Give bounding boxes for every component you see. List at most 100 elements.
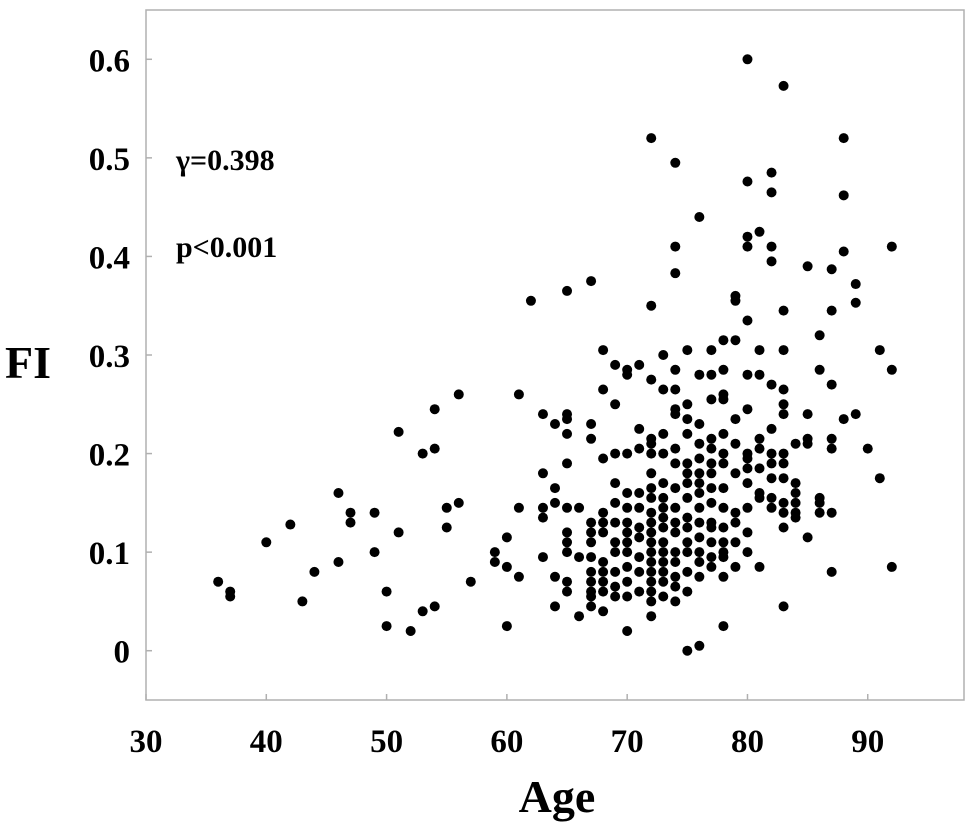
scatter-point bbox=[670, 364, 681, 375]
scatter-point bbox=[646, 547, 657, 558]
scatter-point bbox=[658, 428, 669, 439]
y-tick-label: 0.1 bbox=[89, 536, 130, 572]
scatter-point bbox=[670, 268, 681, 279]
scatter-point bbox=[706, 483, 717, 494]
scatter-point bbox=[778, 399, 789, 410]
scatter-point bbox=[706, 497, 717, 508]
scatter-point bbox=[646, 537, 657, 548]
scatter-point bbox=[682, 547, 693, 558]
scatter-point bbox=[598, 453, 609, 464]
scatter-point bbox=[513, 389, 524, 400]
scatter-point bbox=[622, 626, 633, 636]
scatter-point bbox=[670, 596, 681, 607]
scatter-point bbox=[682, 566, 693, 577]
scatter-point bbox=[838, 414, 849, 425]
scatter-point bbox=[453, 497, 464, 508]
scatter-point bbox=[802, 409, 813, 420]
scatter-point bbox=[718, 483, 729, 494]
scatter-point bbox=[513, 571, 524, 582]
scatter-point bbox=[598, 507, 609, 518]
scatter-point bbox=[670, 241, 681, 252]
p-value-annotation: p<0.001 bbox=[176, 231, 277, 264]
scatter-point bbox=[441, 502, 452, 513]
scatter-point bbox=[634, 522, 645, 533]
scatter-point bbox=[766, 423, 777, 434]
scatter-point bbox=[610, 448, 621, 459]
scatter-point bbox=[333, 488, 344, 498]
scatter-point bbox=[537, 552, 548, 563]
scatter-point bbox=[297, 596, 308, 607]
scatter-point bbox=[646, 576, 657, 587]
scatter-point bbox=[874, 473, 885, 484]
scatter-point bbox=[682, 428, 693, 439]
scatter-point bbox=[670, 443, 681, 454]
scatter-point bbox=[646, 566, 657, 577]
scatter-point bbox=[586, 527, 597, 538]
scatter-point bbox=[598, 557, 609, 567]
scatter-point bbox=[429, 443, 440, 454]
scatter-point bbox=[261, 537, 272, 548]
scatter-point bbox=[441, 522, 452, 533]
y-axis-ticks: 0 0.1 0.2 0.3 0.4 0.5 0.6 bbox=[89, 43, 152, 671]
y-tick-label: 0.6 bbox=[89, 43, 130, 79]
scatter-point bbox=[634, 359, 645, 370]
scatter-point bbox=[682, 478, 693, 489]
scatter-point bbox=[658, 547, 669, 558]
scatter-point bbox=[694, 478, 705, 489]
scatter-point bbox=[766, 187, 777, 198]
y-tick-label: 0.4 bbox=[89, 240, 130, 276]
scatter-point bbox=[694, 532, 705, 543]
scatter-point bbox=[550, 571, 560, 582]
scatter-point bbox=[682, 399, 693, 410]
scatter-point bbox=[489, 557, 500, 567]
scatter-point bbox=[826, 507, 837, 518]
scatter-point bbox=[670, 502, 681, 513]
scatter-point bbox=[658, 522, 669, 533]
scatter-point bbox=[393, 426, 404, 437]
scatter-point bbox=[718, 428, 729, 439]
scatter-point bbox=[742, 502, 753, 513]
scatter-point bbox=[550, 601, 560, 612]
scatter-point bbox=[826, 566, 837, 577]
scatter-point bbox=[598, 566, 609, 577]
scatter-point bbox=[670, 458, 681, 469]
scatter-point bbox=[718, 552, 729, 563]
scatter-point bbox=[610, 399, 621, 410]
scatter-point bbox=[610, 547, 621, 558]
scatter-point bbox=[718, 502, 729, 513]
scatter-point bbox=[537, 468, 548, 479]
scatter-points bbox=[213, 54, 897, 656]
scatter-point bbox=[826, 264, 837, 275]
x-axis-ticks: 30 40 50 60 70 80 90 bbox=[130, 694, 884, 760]
scatter-point bbox=[706, 522, 717, 533]
scatter-point bbox=[622, 591, 633, 602]
scatter-point bbox=[790, 512, 801, 523]
scatter-point bbox=[682, 522, 693, 533]
x-tick-label: 60 bbox=[490, 724, 523, 760]
scatter-point bbox=[646, 611, 657, 622]
scatter-point bbox=[754, 369, 765, 380]
scatter-point bbox=[814, 364, 825, 375]
scatter-point bbox=[730, 537, 741, 548]
scatter-point bbox=[537, 502, 548, 513]
scatter-point bbox=[682, 645, 693, 656]
scatter-point bbox=[730, 517, 741, 528]
scatter-point bbox=[694, 419, 705, 429]
scatter-point bbox=[766, 492, 777, 503]
scatter-point bbox=[694, 517, 705, 528]
scatter-point bbox=[694, 571, 705, 582]
scatter-point bbox=[814, 497, 825, 508]
scatter-point bbox=[634, 423, 645, 434]
scatter-point bbox=[730, 561, 741, 572]
scatter-point bbox=[706, 345, 717, 356]
scatter-point bbox=[766, 256, 777, 267]
y-tick-label: 0.3 bbox=[89, 339, 130, 375]
scatter-point bbox=[622, 448, 633, 459]
scatter-point bbox=[826, 379, 837, 390]
scatter-point bbox=[598, 517, 609, 528]
scatter-point bbox=[850, 409, 861, 420]
scatter-point bbox=[586, 576, 597, 587]
scatter-point bbox=[766, 379, 777, 390]
scatter-point bbox=[778, 601, 789, 612]
scatter-point bbox=[730, 468, 741, 479]
